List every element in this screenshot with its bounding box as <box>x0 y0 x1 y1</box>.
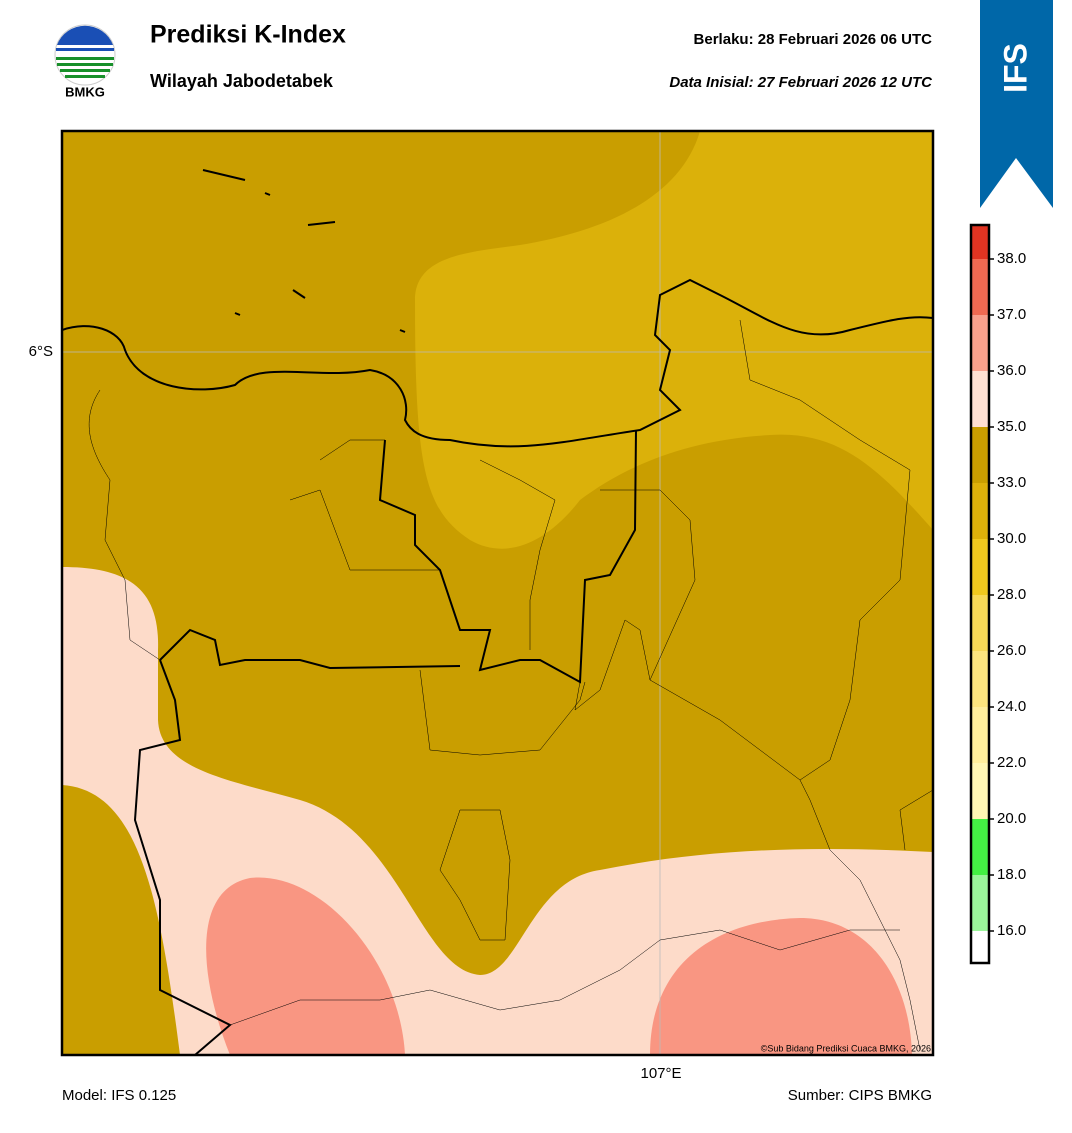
colorbar-segment <box>971 875 989 931</box>
colorbar-tick-label: 35.0 <box>997 418 1026 435</box>
lon-label: 107°E <box>640 1065 681 1082</box>
colorbar-tick-label: 22.0 <box>997 754 1026 771</box>
colorbar-tick-label: 33.0 <box>997 474 1026 491</box>
colorbar-segment <box>971 931 989 963</box>
colorbar-segment <box>971 225 989 259</box>
map <box>60 129 935 1057</box>
colorbar-tick-label: 30.0 <box>997 530 1026 547</box>
lat-label: 6°S <box>29 343 53 360</box>
source-label: Sumber: CIPS BMKG <box>788 1087 932 1104</box>
colorbar-frame <box>969 223 991 965</box>
subtitle: Wilayah Jabodetabek <box>150 71 334 91</box>
badge-text: IFS <box>997 43 1033 93</box>
colorbar-tick-label: 24.0 <box>997 698 1026 715</box>
colorbar-tick-label: 26.0 <box>997 642 1026 659</box>
colorbar-segment <box>971 315 989 371</box>
model-badge <box>980 0 1053 208</box>
colorbar-tick-label: 18.0 <box>997 866 1026 883</box>
colorbar-tick-label: 16.0 <box>997 922 1026 939</box>
colorbar-segment <box>971 483 989 539</box>
colorbar-segment <box>971 259 989 315</box>
colorbar-segment <box>971 763 989 819</box>
colorbar-tick-label: 38.0 <box>997 250 1026 267</box>
logo: BMKG <box>54 24 116 99</box>
colorbar-segment <box>971 539 989 595</box>
colorbar-segment <box>971 427 989 483</box>
credit: ©Sub Bidang Prediksi Cuaca BMKG, 2026 <box>761 1043 931 1053</box>
colorbar-segment <box>971 819 989 875</box>
title: Prediksi K-Index <box>150 21 346 49</box>
colorbar-tick-label: 28.0 <box>997 586 1026 603</box>
colorbar-segment <box>971 595 989 651</box>
colorbar: 16.0 18.0 20.0 22.0 24.0 26.0 28.0 30.0 33.0 35.0… <box>969 223 1026 965</box>
initial-time: Data Inisial: 27 Februari 2026 12 UTC <box>669 74 933 91</box>
colorbar-tick-label: 36.0 <box>997 362 1026 379</box>
colorbar-segment <box>971 707 989 763</box>
logo-text: BMKG <box>65 84 105 99</box>
colorbar-segment <box>971 371 989 427</box>
colorbar-tick-label: 20.0 <box>997 810 1026 827</box>
valid-time: Berlaku: 28 Februari 2026 06 UTC <box>694 31 933 48</box>
model-label: Model: IFS 0.125 <box>62 1087 176 1104</box>
colorbar-segment <box>971 651 989 707</box>
colorbar-tick-label: 37.0 <box>997 306 1026 323</box>
